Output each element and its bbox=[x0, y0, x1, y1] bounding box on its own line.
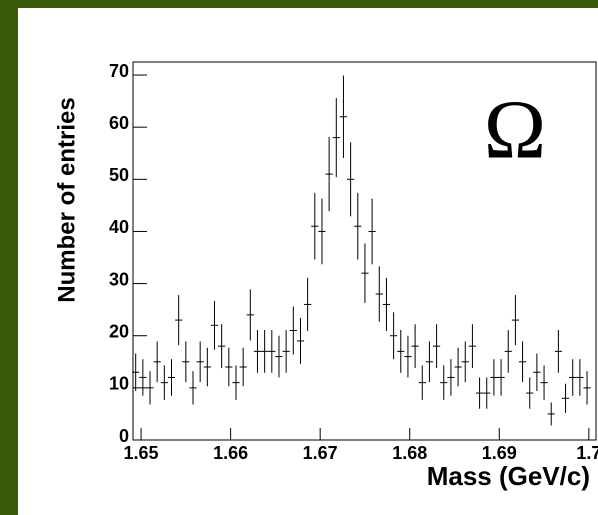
y-tick-label: 0 bbox=[119, 426, 129, 446]
x-axis-label: Mass (GeV/c) bbox=[427, 461, 590, 491]
x-tick-label: 1.69 bbox=[482, 443, 517, 463]
y-tick-label: 70 bbox=[109, 61, 129, 81]
y-tick-label: 40 bbox=[109, 217, 129, 237]
y-tick-label: 20 bbox=[109, 321, 129, 341]
panel bbox=[18, 8, 598, 515]
x-tick-label: 1.66 bbox=[213, 443, 248, 463]
annotation: Ω bbox=[484, 83, 546, 176]
y-axis-label: Number of entries bbox=[53, 97, 80, 302]
x-tick-label: 1.7 bbox=[576, 443, 598, 463]
x-tick-label: 1.68 bbox=[392, 443, 427, 463]
y-tick-label: 50 bbox=[109, 165, 129, 185]
y-tick-label: 10 bbox=[109, 374, 129, 394]
plot-frame bbox=[132, 61, 597, 441]
x-tick-label: 1.67 bbox=[303, 443, 338, 463]
y-tick-label: 60 bbox=[109, 113, 129, 133]
x-tick-label: 1.65 bbox=[124, 443, 159, 463]
y-tick-label: 30 bbox=[109, 269, 129, 289]
